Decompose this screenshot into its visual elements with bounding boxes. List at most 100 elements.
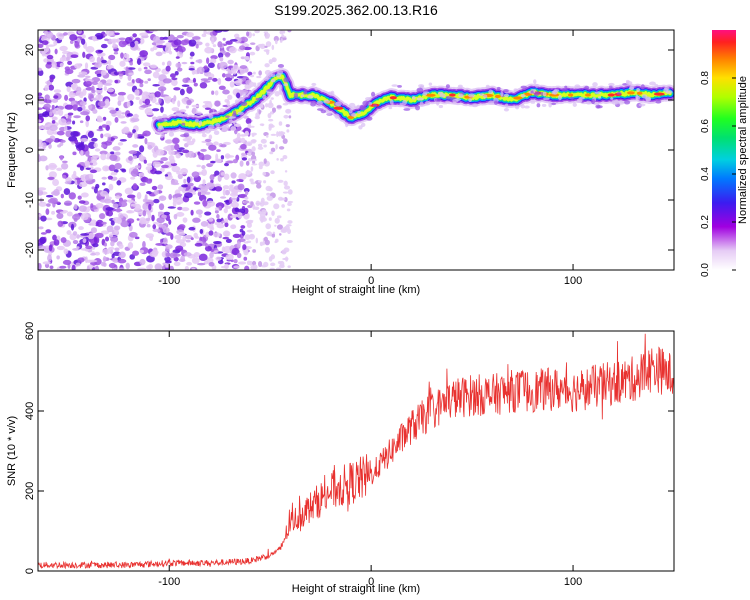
noise-speck (46, 194, 54, 198)
ridge-fringe (345, 122, 349, 128)
noise-speck (121, 112, 126, 115)
ridge-fringe (415, 105, 421, 111)
noise-speck (112, 146, 121, 151)
noise-speck (232, 158, 238, 164)
noise-speck (137, 267, 147, 270)
noise-speck (164, 267, 170, 270)
noise-speck (143, 159, 147, 164)
noise-speck (182, 217, 188, 223)
noise-speck (161, 61, 165, 66)
noise-speck (220, 144, 227, 148)
noise-speck (119, 60, 126, 67)
noise-speck (153, 189, 159, 195)
noise-speck (218, 85, 226, 91)
ridge-fringe (524, 105, 530, 109)
noise-speck (85, 115, 90, 122)
ridge-fringe (638, 103, 646, 107)
noise-speck (214, 210, 219, 214)
noise-speck (86, 265, 90, 270)
noise-speck (222, 236, 230, 240)
noise-speck (233, 259, 238, 264)
noise-speck (240, 137, 246, 143)
noise-speck (223, 208, 228, 214)
ridge-fringe (310, 102, 316, 107)
ridge-fringe (240, 101, 248, 107)
ridge-fringe (311, 82, 317, 86)
noise-speck (151, 214, 155, 222)
noise-speck (204, 107, 211, 111)
noise-speck (185, 105, 189, 109)
noise-speck (85, 80, 92, 87)
ridge-fringe (300, 94, 305, 98)
ridge-fringe (530, 100, 536, 104)
noise-speck (76, 106, 83, 112)
noise-speck (211, 37, 215, 45)
colorbar-tick-label: 0.6 (700, 119, 711, 133)
noise-speck (243, 187, 250, 193)
noise-speck (79, 120, 84, 124)
noise-speck (249, 125, 255, 128)
ridge-fringe (159, 115, 163, 119)
noise-speck (233, 123, 241, 127)
noise-speck (163, 211, 171, 216)
noise-speck (240, 56, 246, 60)
noise-speck (207, 77, 213, 81)
noise-speck (213, 250, 219, 253)
noise-speck (285, 108, 292, 114)
noise-speck (132, 114, 139, 119)
noise-speck (171, 107, 180, 112)
noise-speck (171, 165, 181, 173)
noise-speck (103, 82, 112, 86)
noise-speck (279, 233, 282, 236)
noise-speck (270, 262, 276, 267)
noise-speck (72, 231, 78, 236)
noise-speck (259, 215, 264, 222)
noise-speck (72, 239, 79, 245)
ridge-fringe (225, 115, 230, 118)
noise-speck (152, 71, 160, 79)
noise-speck (49, 265, 54, 270)
noise-speck (38, 245, 47, 250)
noise-speck (164, 174, 169, 177)
noise-speck (204, 46, 213, 54)
noise-speck (230, 75, 235, 79)
noise-speck (218, 205, 222, 210)
noise-speck (157, 184, 164, 190)
ridge-fringe (357, 110, 361, 115)
spectrogram-ytick-label: 10 (24, 94, 36, 106)
noise-speck (153, 198, 160, 204)
noise-speck (193, 232, 198, 239)
noise-speck (107, 175, 113, 180)
noise-speck (115, 195, 121, 200)
noise-speck (287, 265, 291, 268)
noise-speck (102, 256, 107, 263)
noise-speck (279, 260, 285, 267)
noise-speck (132, 155, 138, 160)
ridge-fringe (623, 100, 631, 105)
noise-speck (227, 59, 234, 65)
ridge-fringe (488, 100, 495, 105)
noise-speck (100, 261, 106, 267)
noise-speck (149, 64, 158, 69)
noise-speck (94, 32, 104, 40)
ridge-fringe (574, 84, 581, 89)
noise-speck (38, 69, 44, 76)
noise-speck (145, 217, 151, 222)
noise-speck (110, 235, 119, 243)
noise-speck (57, 220, 64, 227)
noise-speck (125, 199, 134, 203)
noise-speck (244, 196, 249, 200)
noise-speck (138, 99, 143, 106)
noise-speck (188, 226, 196, 231)
noise-speck (133, 131, 138, 140)
ridge-fringe (503, 93, 510, 98)
noise-speck (198, 253, 208, 262)
noise-speck (252, 71, 256, 75)
noise-speck (181, 184, 188, 188)
noise-speck (104, 98, 110, 105)
noise-speck (68, 192, 76, 200)
noise-speck (139, 50, 149, 57)
noise-speck (274, 240, 278, 244)
ridge-fringe (283, 83, 288, 87)
noise-speck (206, 57, 210, 64)
